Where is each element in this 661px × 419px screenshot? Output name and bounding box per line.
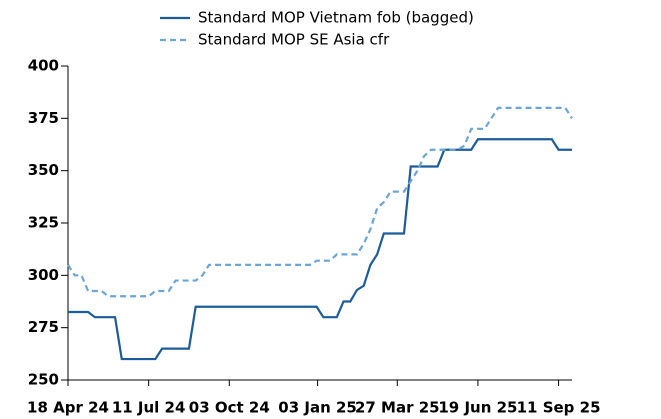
x-tick-label: 03 Jan 25: [278, 399, 357, 417]
legend-label: Standard MOP SE Asia cfr: [198, 31, 390, 49]
y-tick-label: 325: [28, 214, 59, 232]
y-tick-label: 350: [28, 161, 59, 179]
legend-label: Standard MOP Vietnam fob (bagged): [198, 9, 474, 27]
x-tick-label: 27 Mar 25: [355, 399, 440, 417]
y-tick-label: 375: [28, 109, 59, 127]
x-tick-label: 18 Apr 24: [27, 399, 109, 417]
series-line: [68, 138, 572, 361]
x-tick-label: 19 Jun 25: [438, 399, 517, 417]
series-line: [67, 106, 573, 298]
y-tick-label: 300: [28, 266, 59, 284]
x-tick-label: 11 Sep 25: [517, 399, 601, 417]
y-tick-label: 400: [28, 57, 59, 75]
y-tick-label: 250: [28, 371, 59, 389]
x-tick-label: 03 Oct 24: [189, 399, 270, 417]
y-tick-label: 275: [28, 318, 59, 336]
x-tick-label: 11 Jul 24: [112, 399, 186, 417]
